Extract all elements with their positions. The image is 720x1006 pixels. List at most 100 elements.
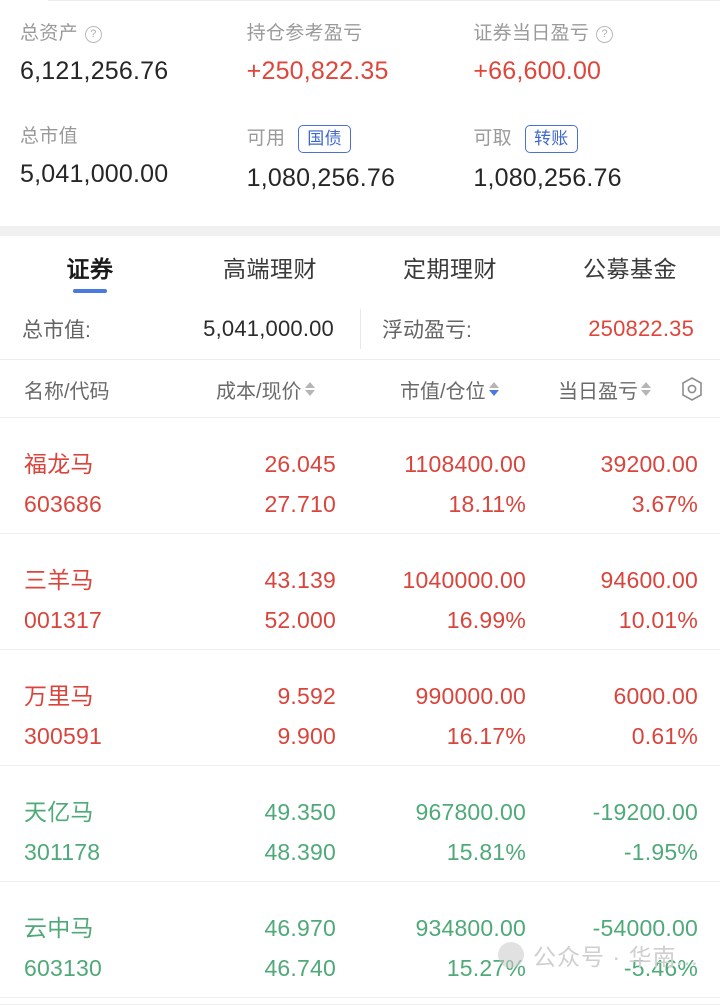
total-assets-label-group: 总资产 ?	[20, 22, 247, 46]
holding-day-pnl: 6000.00	[613, 683, 698, 709]
holding-price: 27.710	[264, 491, 336, 517]
holding-price: 46.740	[264, 955, 336, 981]
holding-market-value: 967800.00	[415, 799, 526, 825]
holding-code: 300591	[24, 723, 102, 749]
holding-cost: 9.592	[277, 683, 336, 709]
column-header-market-value[interactable]: 市值/仓位	[400, 375, 499, 404]
sort-cost-icon[interactable]	[304, 382, 315, 396]
total-market-value-value: 5,041,000.00	[20, 160, 169, 188]
holding-day-pct: -5.46%	[623, 955, 698, 981]
summary-floating-pnl: 浮动盈亏: 250822.35	[360, 298, 720, 360]
holding-name: 三羊马	[24, 567, 94, 593]
table-row[interactable]: 万里马 9.592 990000.00 6000.00 300591 9.900…	[0, 650, 720, 766]
holding-reference-pnl-value: +250,822.35	[246, 57, 389, 85]
account-summary: 总资产 ? 6,121,256.76 持仓参考盈亏 +250,822.35 证券…	[0, 0, 720, 226]
holding-position-pct: 15.27%	[446, 955, 526, 981]
securities-day-pnl-block: 证券当日盈亏 ? +66,600.00	[473, 22, 700, 87]
holding-price: 48.390	[264, 839, 336, 865]
section-separator-band	[0, 226, 720, 236]
withdrawable-cash-label-group: 可取 转账	[473, 125, 700, 153]
government-bond-button[interactable]: 国债	[298, 125, 351, 153]
sort-market-value-icon[interactable]	[488, 382, 499, 396]
summary-market-value-label: 总市值:	[22, 319, 91, 342]
securities-day-pnl-value: +66,600.00	[473, 57, 602, 85]
available-cash-label: 可用	[246, 128, 286, 149]
tab-active-indicator	[73, 289, 107, 293]
column-header-day-pnl-label: 当日盈亏	[558, 380, 638, 403]
holding-position-pct: 15.81%	[446, 839, 526, 865]
tab-public-funds-label: 公募基金	[583, 256, 677, 282]
table-row[interactable]: 福龙马 26.045 1108400.00 39200.00 603686 27…	[0, 418, 720, 534]
available-cash-label-group: 可用 国债	[247, 125, 474, 153]
holding-day-pct: -1.95%	[623, 839, 698, 865]
total-assets-value: 6,121,256.76	[20, 57, 169, 85]
holding-code: 603686	[24, 491, 102, 517]
holding-price: 9.900	[277, 723, 336, 749]
holding-code: 603130	[24, 955, 102, 981]
tab-securities[interactable]: 证券	[0, 236, 180, 298]
tab-premium-wealth[interactable]: 高端理财	[180, 236, 360, 298]
help-icon[interactable]: ?	[84, 25, 102, 43]
help-icon[interactable]: ?	[596, 25, 614, 43]
table-row[interactable]: 云中马 46.970 934800.00 -54000.00 603130 46…	[0, 882, 720, 998]
tab-public-funds[interactable]: 公募基金	[540, 236, 720, 298]
total-assets-block: 总资产 ? 6,121,256.76	[20, 22, 247, 87]
holding-name: 天亿马	[24, 799, 94, 825]
column-header-name-label: 名称/代码	[24, 380, 110, 403]
hex-gear-icon[interactable]	[680, 376, 704, 402]
holding-day-pnl: -19200.00	[592, 799, 698, 825]
account-summary-row-2: 总市值 5,041,000.00 可用 国债 1,080,256.76 可取 转…	[20, 125, 700, 194]
holding-day-pnl: 94600.00	[600, 567, 698, 593]
holding-code: 301178	[24, 839, 101, 865]
summary-floating-pnl-label: 浮动盈亏:	[382, 319, 472, 342]
holding-reference-pnl-label: 持仓参考盈亏	[246, 23, 363, 44]
bottom-divider	[0, 1004, 720, 1005]
column-header-day-pnl[interactable]: 当日盈亏	[558, 375, 651, 404]
holding-day-pct: 10.01%	[618, 607, 698, 633]
holding-day-pnl: 39200.00	[600, 451, 698, 477]
holding-position-pct: 16.99%	[446, 607, 526, 633]
tab-securities-label: 证券	[66, 256, 114, 282]
column-header-cost[interactable]: 成本/现价	[216, 375, 315, 404]
column-header-market-value-label: 市值/仓位	[400, 380, 486, 403]
tab-premium-wealth-label: 高端理财	[223, 256, 317, 282]
column-header-name: 名称/代码	[24, 375, 110, 404]
total-market-value-block: 总市值 5,041,000.00	[20, 125, 247, 194]
tab-fixed-term-wealth[interactable]: 定期理财	[360, 236, 540, 298]
securities-day-pnl-label: 证券当日盈亏	[473, 23, 590, 44]
holdings-column-headers: 名称/代码 成本/现价 市值/仓位 当日盈亏	[0, 360, 720, 418]
securities-day-pnl-label-group: 证券当日盈亏 ?	[473, 22, 700, 46]
sort-day-pnl-icon[interactable]	[641, 382, 651, 396]
account-summary-row-1: 总资产 ? 6,121,256.76 持仓参考盈亏 +250,822.35 证券…	[20, 22, 700, 87]
table-row[interactable]: 三羊马 43.139 1040000.00 94600.00 001317 52…	[0, 534, 720, 650]
holding-reference-pnl-block: 持仓参考盈亏 +250,822.35	[247, 22, 474, 87]
holding-code: 001317	[24, 607, 102, 633]
top-divider	[48, 0, 720, 1]
summary-market-value: 总市值: 5,041,000.00	[0, 298, 360, 360]
holding-name: 福龙马	[24, 451, 94, 477]
withdrawable-cash-value: 1,080,256.76	[473, 164, 622, 192]
holding-day-pnl: -54000.00	[592, 915, 698, 941]
table-row[interactable]: 天亿马 49.350 967800.00 -19200.00 301178 48…	[0, 766, 720, 882]
summary-floating-pnl-amount: 250822.35	[588, 316, 694, 341]
total-market-value-label-group: 总市值	[20, 125, 247, 149]
holdings-list: 福龙马 26.045 1108400.00 39200.00 603686 27…	[0, 418, 720, 998]
holding-cost: 46.970	[264, 915, 336, 941]
available-cash-value: 1,080,256.76	[246, 164, 396, 192]
holding-name: 万里马	[24, 683, 94, 709]
column-header-cost-label: 成本/现价	[216, 380, 302, 403]
holding-market-value: 934800.00	[415, 915, 526, 941]
holding-reference-pnl-label-group: 持仓参考盈亏	[247, 22, 474, 46]
holding-name: 云中马	[24, 915, 94, 941]
total-market-value-label: 总市值	[20, 126, 78, 147]
holdings-summary-bar: 总市值: 5,041,000.00 浮动盈亏: 250822.35	[0, 298, 720, 360]
holding-market-value: 990000.00	[415, 683, 526, 709]
transfer-button[interactable]: 转账	[524, 125, 578, 153]
withdrawable-cash-label: 可取	[473, 128, 512, 149]
holding-position-pct: 16.17%	[446, 723, 526, 749]
holding-cost: 49.350	[264, 799, 336, 825]
tab-fixed-term-wealth-label: 定期理财	[403, 256, 497, 282]
category-tabs: 证券 高端理财 定期理财 公募基金	[0, 236, 720, 298]
available-cash-block: 可用 国债 1,080,256.76	[247, 125, 474, 194]
